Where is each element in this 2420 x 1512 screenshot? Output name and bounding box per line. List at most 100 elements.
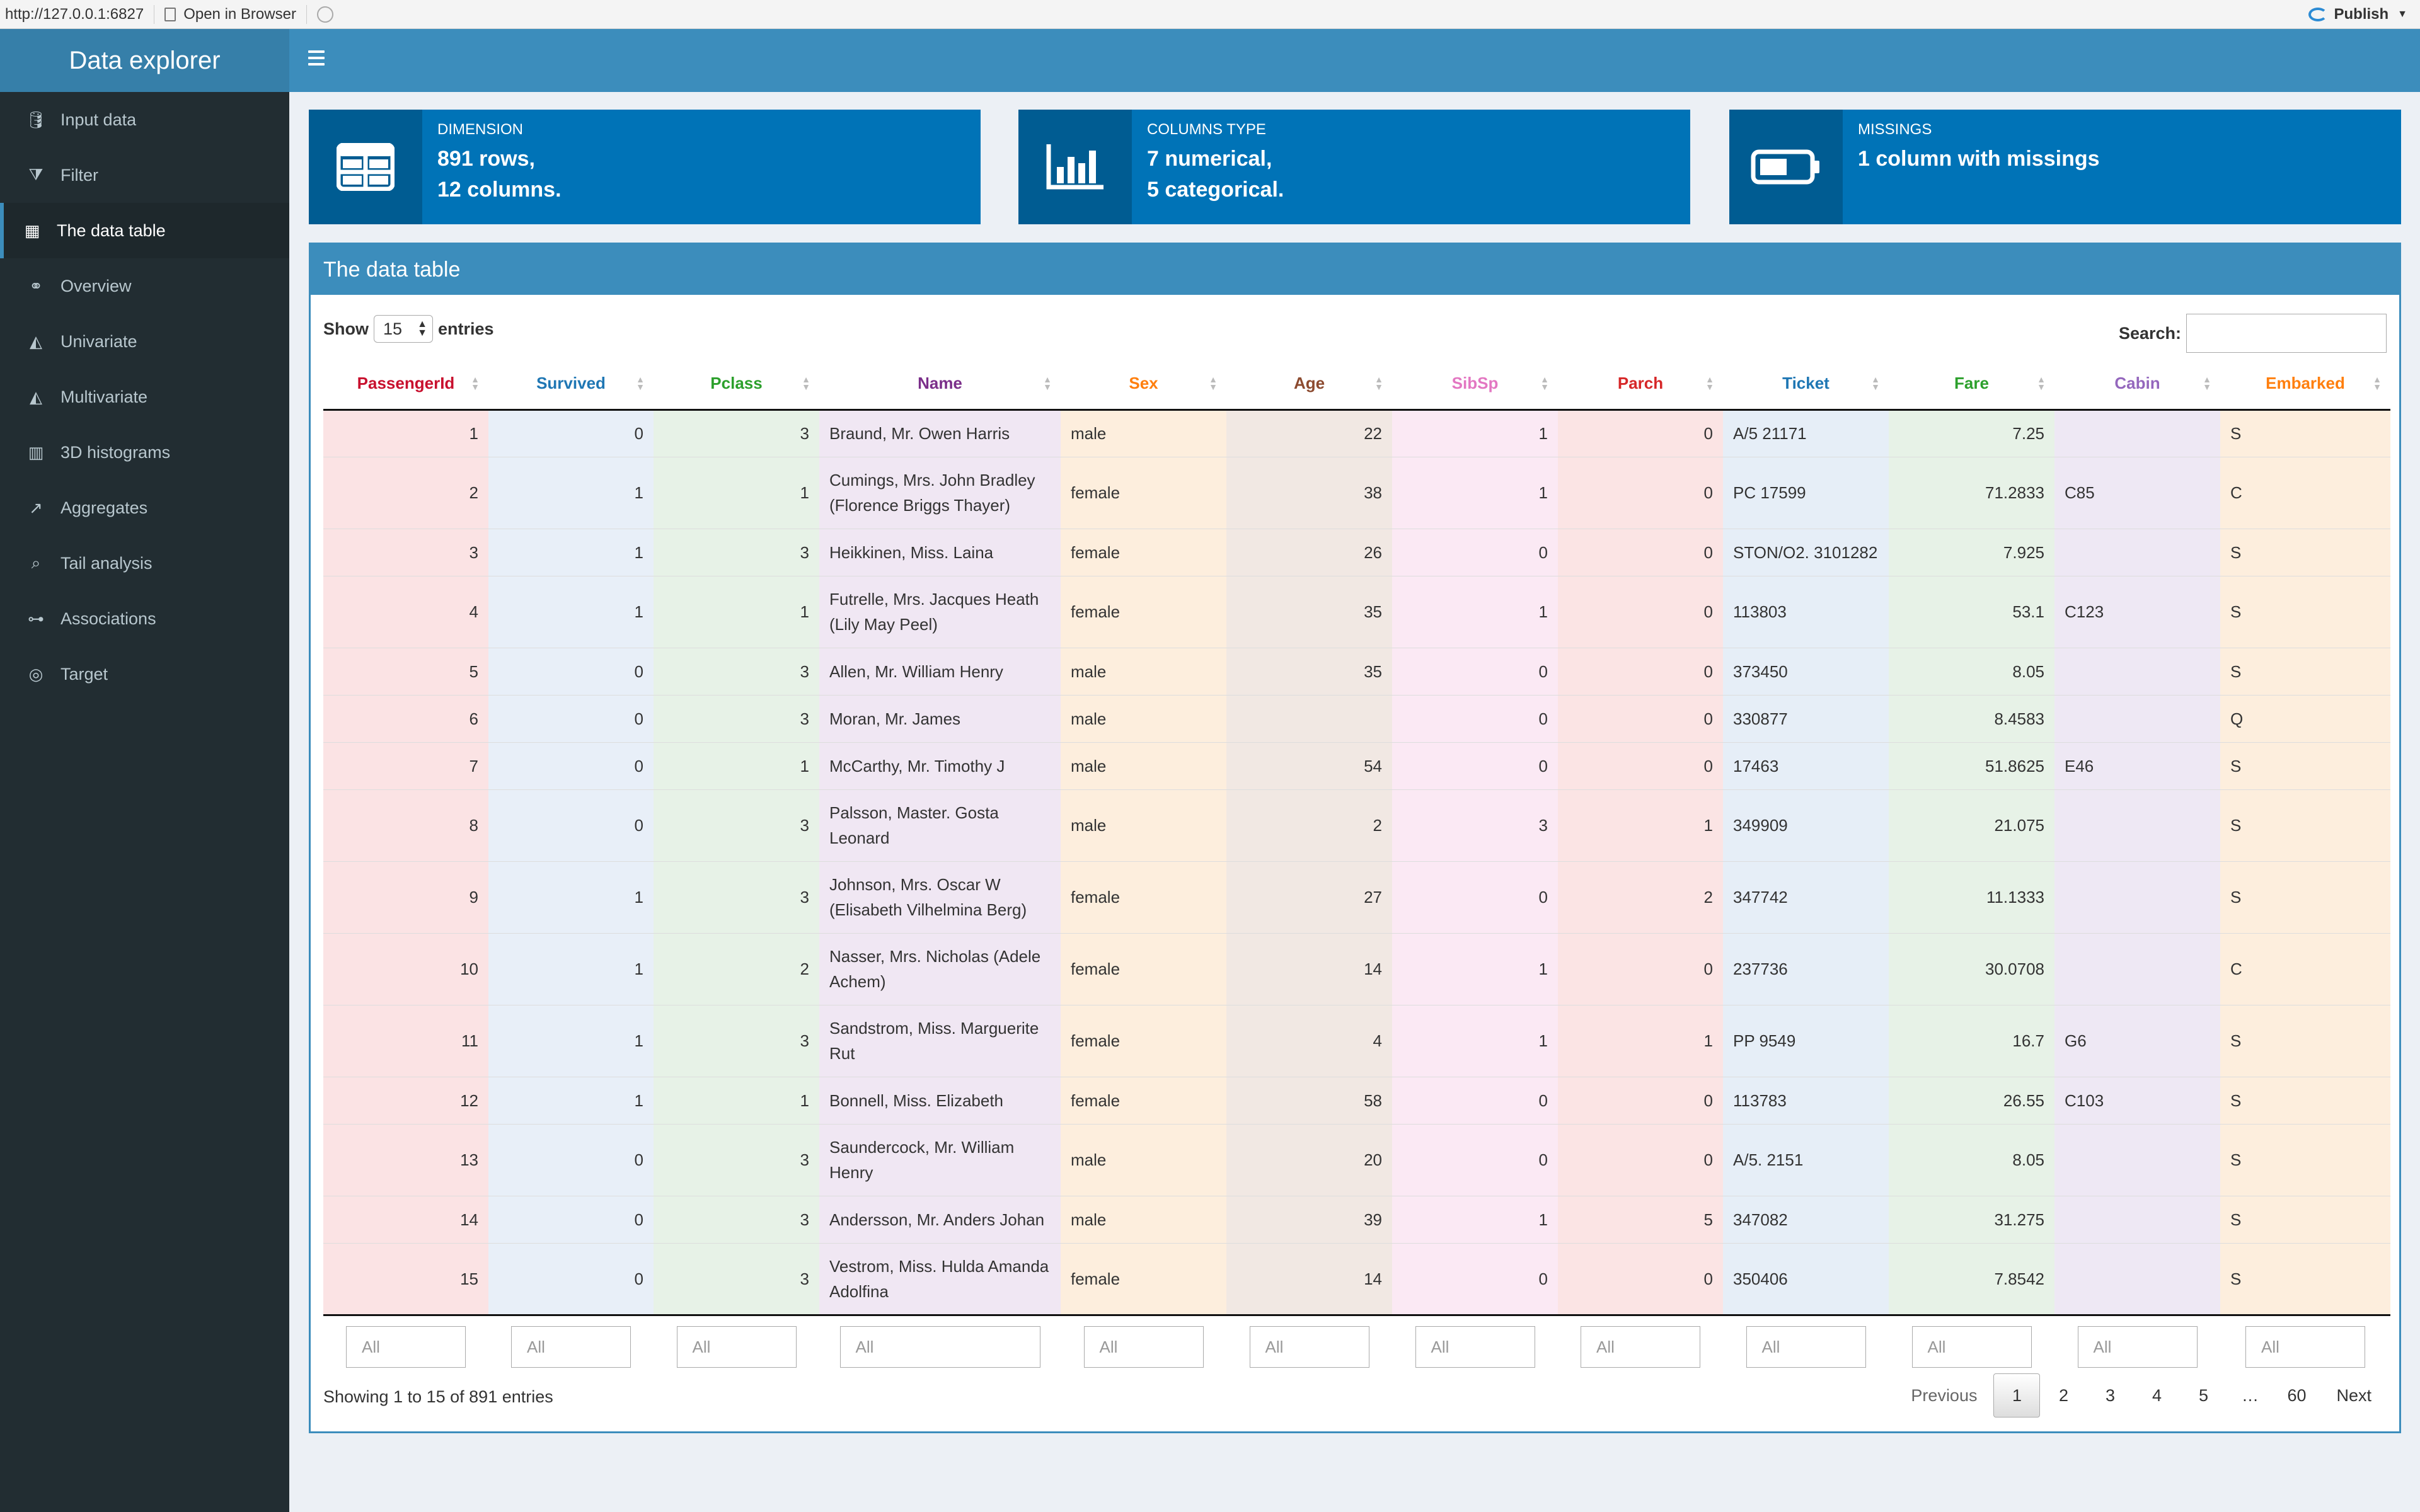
sidebar-item-tail-analysis[interactable]: ⌕ Tail analysis [0,536,289,591]
column-header-label: Parch [1617,373,1664,392]
cell-passengerid: 11 [323,1004,488,1077]
column-header-survived[interactable]: Survived ▲ ▼ [488,358,654,411]
cell-ticket: 373450 [1723,647,1889,695]
data-table: PassengerId ▲ ▼ Survived ▲ ▼ Pclass ▲ ▼ Name ▲ ▼ Sex… [323,358,2390,1378]
column-header-fare[interactable]: Fare ▲ ▼ [1889,358,2054,411]
cell-embarked: S [2220,528,2390,576]
filter-input-survived[interactable]: All [511,1326,631,1368]
infobox-label: Missings [1858,121,1932,138]
cell-embarked: S [2220,1123,2390,1196]
table-row: 4 1 1 Futrelle, Mrs. Jacques Heath (Lily Ma… [323,575,2390,648]
sidebar-item-associations[interactable]: ⊶ Associations [0,591,289,646]
filter-cell: All [1723,1314,1889,1378]
cell-pclass: 1 [654,575,819,648]
column-header-pclass[interactable]: Pclass ▲ ▼ [654,358,819,411]
search-input[interactable] [2186,314,2387,353]
column-header-label: Name [918,373,962,392]
page-button-2[interactable]: 2 [2058,1385,2068,1405]
sort-icon: ▲ ▼ [2037,374,2046,392]
infobox-missings: Missings 1 column with missings [1729,110,2401,224]
table-row: 11 1 3 Sandstrom, Miss. Marguerite Rut femal… [323,1004,2390,1077]
table-row: 12 1 1 Bonnell, Miss. Elizabeth female 58 0 0 11… [323,1076,2390,1124]
filter-cell: All [323,1314,488,1378]
page-length-select[interactable]: 15 ▲ ▼ [374,315,433,343]
sidebar-item-label: Overview [60,276,132,295]
cell-fare: 8.4583 [1889,694,2054,742]
bullseye-icon: ◎ [28,664,43,684]
cell-sex: female [1061,932,1226,1005]
filter-input-embarked[interactable]: All [2245,1326,2365,1368]
filter-input-sex[interactable]: All [1083,1326,1204,1368]
sidebar-item-input-data[interactable]: 🛢 Input data [0,92,289,147]
cell-survived: 1 [488,1076,654,1124]
filter-cell: All [488,1314,654,1378]
filter-input-pclass[interactable]: All [676,1326,797,1368]
infobox-value-line2: 5 categorical. [1147,178,1284,202]
column-header-sibsp[interactable]: SibSp ▲ ▼ [1392,358,1558,411]
table-row: 8 0 3 Palsson, Master. Gosta Leonard male 2 3 1… [323,789,2390,861]
column-header-parch[interactable]: Parch ▲ ▼ [1558,358,1723,411]
page-button-1[interactable]: 1 [1993,1373,2041,1418]
cell-sex: female [1061,575,1226,648]
sidebar-item-aggregates[interactable]: ↗ Aggregates [0,480,289,536]
filter-input-cabin[interactable]: All [2077,1326,2198,1368]
sidebar-item-univariate[interactable]: ◭ Univariate [0,314,289,369]
page-button-3[interactable]: 3 [2105,1385,2115,1405]
sidebar-item-label: Associations [60,609,156,628]
cell-fare: 30.0708 [1889,932,2054,1005]
filter-input-age[interactable]: All [1249,1326,1369,1368]
cell-passengerid: 1 [323,409,488,457]
column-header-label: Fare [1954,373,1989,392]
cell-ticket: A/5. 2151 [1723,1123,1889,1196]
refresh-icon[interactable] [316,6,333,23]
cell-name: Futrelle, Mrs. Jacques Heath (Lily May P… [819,575,1061,648]
sidebar-item-filter[interactable]: ⧩ Filter [0,147,289,203]
page-button-5[interactable]: 5 [2198,1385,2208,1405]
cell-age: 2 [1226,789,1392,861]
cell-sex: male [1061,1195,1226,1243]
filter-input-parch[interactable]: All [1581,1326,1700,1368]
table-row: 14 0 3 Andersson, Mr. Anders Johan male 39 1 5 3… [323,1195,2390,1243]
column-header-label: Age [1293,373,1325,392]
table-row: 6 0 3 Moran, Mr. James male 0 0 330877 8.4583 Q [323,694,2390,742]
publish-button[interactable]: Publish ▼ [2308,0,2407,29]
column-header-ticket[interactable]: Ticket ▲ ▼ [1723,358,1889,411]
page-button-60[interactable]: 60 [2287,1385,2307,1405]
select-arrows-icon: ▲ ▼ [417,319,427,338]
table-header-row: PassengerId ▲ ▼ Survived ▲ ▼ Pclass ▲ ▼ Name ▲ ▼ Sex… [323,358,2390,411]
sidebar-menu: 🛢 Input data ⧩ Filter ▦ The data table ⚭ Overvi… [0,92,289,702]
filter-input-sibsp[interactable]: All [1415,1326,1535,1368]
column-header-embarked[interactable]: Embarked ▲ ▼ [2220,358,2390,411]
cell-fare: 8.05 [1889,1123,2054,1196]
cell-sex: male [1061,647,1226,695]
sort-icon: ▲ ▼ [1705,374,1714,392]
column-header-age[interactable]: Age ▲ ▼ [1226,358,1392,411]
page-button-4[interactable]: 4 [2152,1385,2162,1405]
cell-pclass: 3 [654,647,819,695]
column-header-passengerid[interactable]: PassengerId ▲ ▼ [323,358,488,411]
column-header-cabin[interactable]: Cabin ▲ ▼ [2054,358,2220,411]
sort-icon: ▲ ▼ [1043,374,1052,392]
app-brand[interactable]: Data explorer [0,29,289,92]
sidebar-item-multivariate[interactable]: ◭ Multivariate [0,369,289,425]
filter-input-passengerid[interactable]: All [346,1326,466,1368]
sidebar-item-3d-histograms[interactable]: ▥ 3D histograms [0,425,289,480]
next-page-button[interactable]: Next [2336,1385,2371,1405]
cell-cabin [2054,528,2220,576]
sidebar-item-target[interactable]: ◎ Target [0,646,289,702]
sidebar-item-overview[interactable]: ⚭ Overview [0,258,289,314]
open-in-browser-button[interactable]: Open in Browser [154,4,307,24]
filter-input-name[interactable]: All [839,1326,1040,1368]
filter-input-ticket[interactable]: All [1746,1326,1866,1368]
cell-pclass: 1 [654,742,819,789]
column-header-sex[interactable]: Sex ▲ ▼ [1061,358,1226,411]
infobox-value-line1: 891 rows, [437,147,535,171]
sidebar-item-the-data-table[interactable]: ▦ The data table [0,203,289,258]
previous-page-button[interactable]: Previous [1911,1385,1978,1405]
sidebar-item-label: Aggregates [60,498,148,517]
filter-input-fare[interactable]: All [1911,1326,2032,1368]
menu-toggle-icon[interactable] [308,50,325,66]
table-row: 13 0 3 Saundercock, Mr. William Henry male 20… [323,1123,2390,1196]
column-header-name[interactable]: Name ▲ ▼ [819,358,1061,411]
table-body: 1 0 3 Braund, Mr. Owen Harris male 22 1 0 A/5 21… [323,409,2390,1315]
